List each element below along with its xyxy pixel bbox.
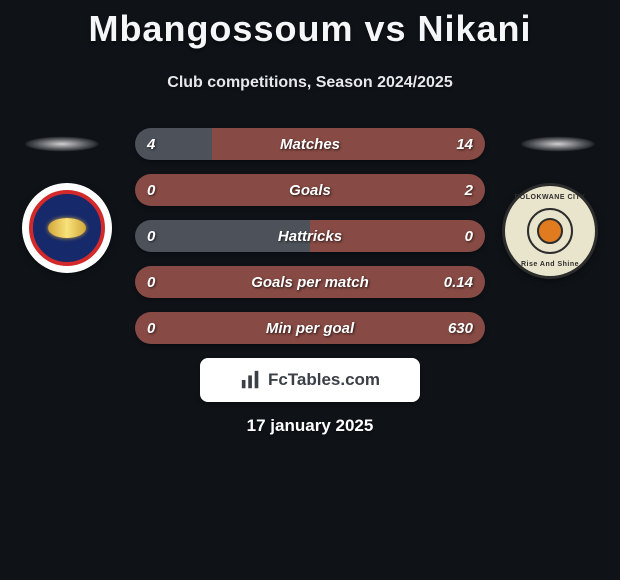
club-badge-left (22, 183, 112, 273)
stat-bar-segment-right (212, 128, 485, 160)
stat-value-right: 14 (456, 128, 473, 160)
stat-value-right: 2 (465, 174, 473, 206)
club-badge-left-logo (48, 218, 86, 238)
stat-bar: 00.14Goals per match (135, 266, 485, 298)
stat-value-left: 0 (147, 174, 155, 206)
snapshot-date: 17 january 2025 (0, 416, 620, 436)
stat-value-right: 0.14 (444, 266, 473, 298)
player-shadow-left (12, 134, 112, 154)
stat-value-right: 630 (448, 312, 473, 344)
stat-value-right: 0 (465, 220, 473, 252)
stat-value-left: 0 (147, 266, 155, 298)
stat-bar-segment-right (310, 220, 485, 252)
chart-icon (240, 369, 262, 391)
stat-value-left: 0 (147, 220, 155, 252)
club-badge-right-top-text: POLOKWANE CITY (515, 194, 586, 201)
brand-label: FcTables.com (268, 370, 380, 390)
brand-box[interactable]: FcTables.com (200, 358, 420, 402)
stat-bar-segment-right (135, 266, 485, 298)
comparison-card: Mbangossoum vs Nikani Club competitions,… (0, 8, 620, 580)
stat-bar-segment-right (135, 174, 485, 206)
page-title: Mbangossoum vs Nikani (0, 8, 620, 50)
club-badge-right-inner (527, 208, 573, 254)
stat-bar: 0630Min per goal (135, 312, 485, 344)
comparison-bars: 414Matches02Goals00Hattricks00.14Goals p… (135, 128, 485, 358)
stat-value-left: 4 (147, 128, 155, 160)
stat-bar: 02Goals (135, 174, 485, 206)
stat-bar: 414Matches (135, 128, 485, 160)
club-badge-right-bottom-text: Rise And Shine (521, 261, 579, 268)
stat-bar-segment-left (135, 220, 310, 252)
player-shadow-right (508, 134, 608, 154)
club-badge-right-ball (537, 218, 563, 244)
page-subtitle: Club competitions, Season 2024/2025 (0, 74, 620, 92)
stat-bar-segment-right (135, 312, 485, 344)
stat-bar: 00Hattricks (135, 220, 485, 252)
club-badge-right: POLOKWANE CITY Rise And Shine (502, 183, 598, 279)
club-badge-left-inner (29, 190, 105, 266)
stat-value-left: 0 (147, 312, 155, 344)
